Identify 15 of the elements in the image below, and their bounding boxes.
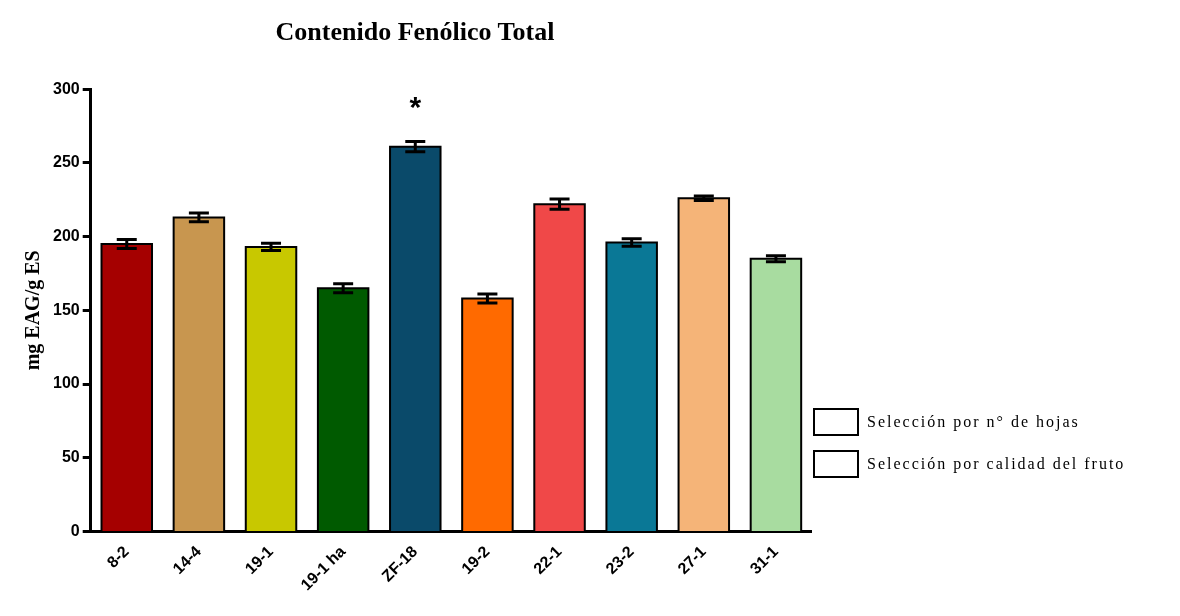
text: Selección por calidad del fruto (867, 455, 1126, 473)
text: Selección por n° de hojas (867, 413, 1080, 431)
annotation: * (409, 89, 422, 123)
y-tick-label: 0 (70, 521, 80, 539)
y-tick-label: 100 (52, 374, 80, 392)
y-tick-label: 300 (52, 79, 80, 97)
x-tick-label: 31-1 (746, 542, 782, 578)
y-tick-label: 150 (52, 300, 80, 318)
chart-title: Contenido Fenólico Total (275, 17, 555, 47)
y-axis-title: mg EAG/g ES (21, 250, 45, 371)
y-tick-label: 50 (61, 448, 80, 466)
x-tick-label: 8-2 (103, 542, 133, 571)
y-tick-label: 200 (52, 227, 80, 245)
x-tick-label: 19-1 (241, 542, 277, 578)
y-tick-label: 250 (52, 153, 80, 171)
